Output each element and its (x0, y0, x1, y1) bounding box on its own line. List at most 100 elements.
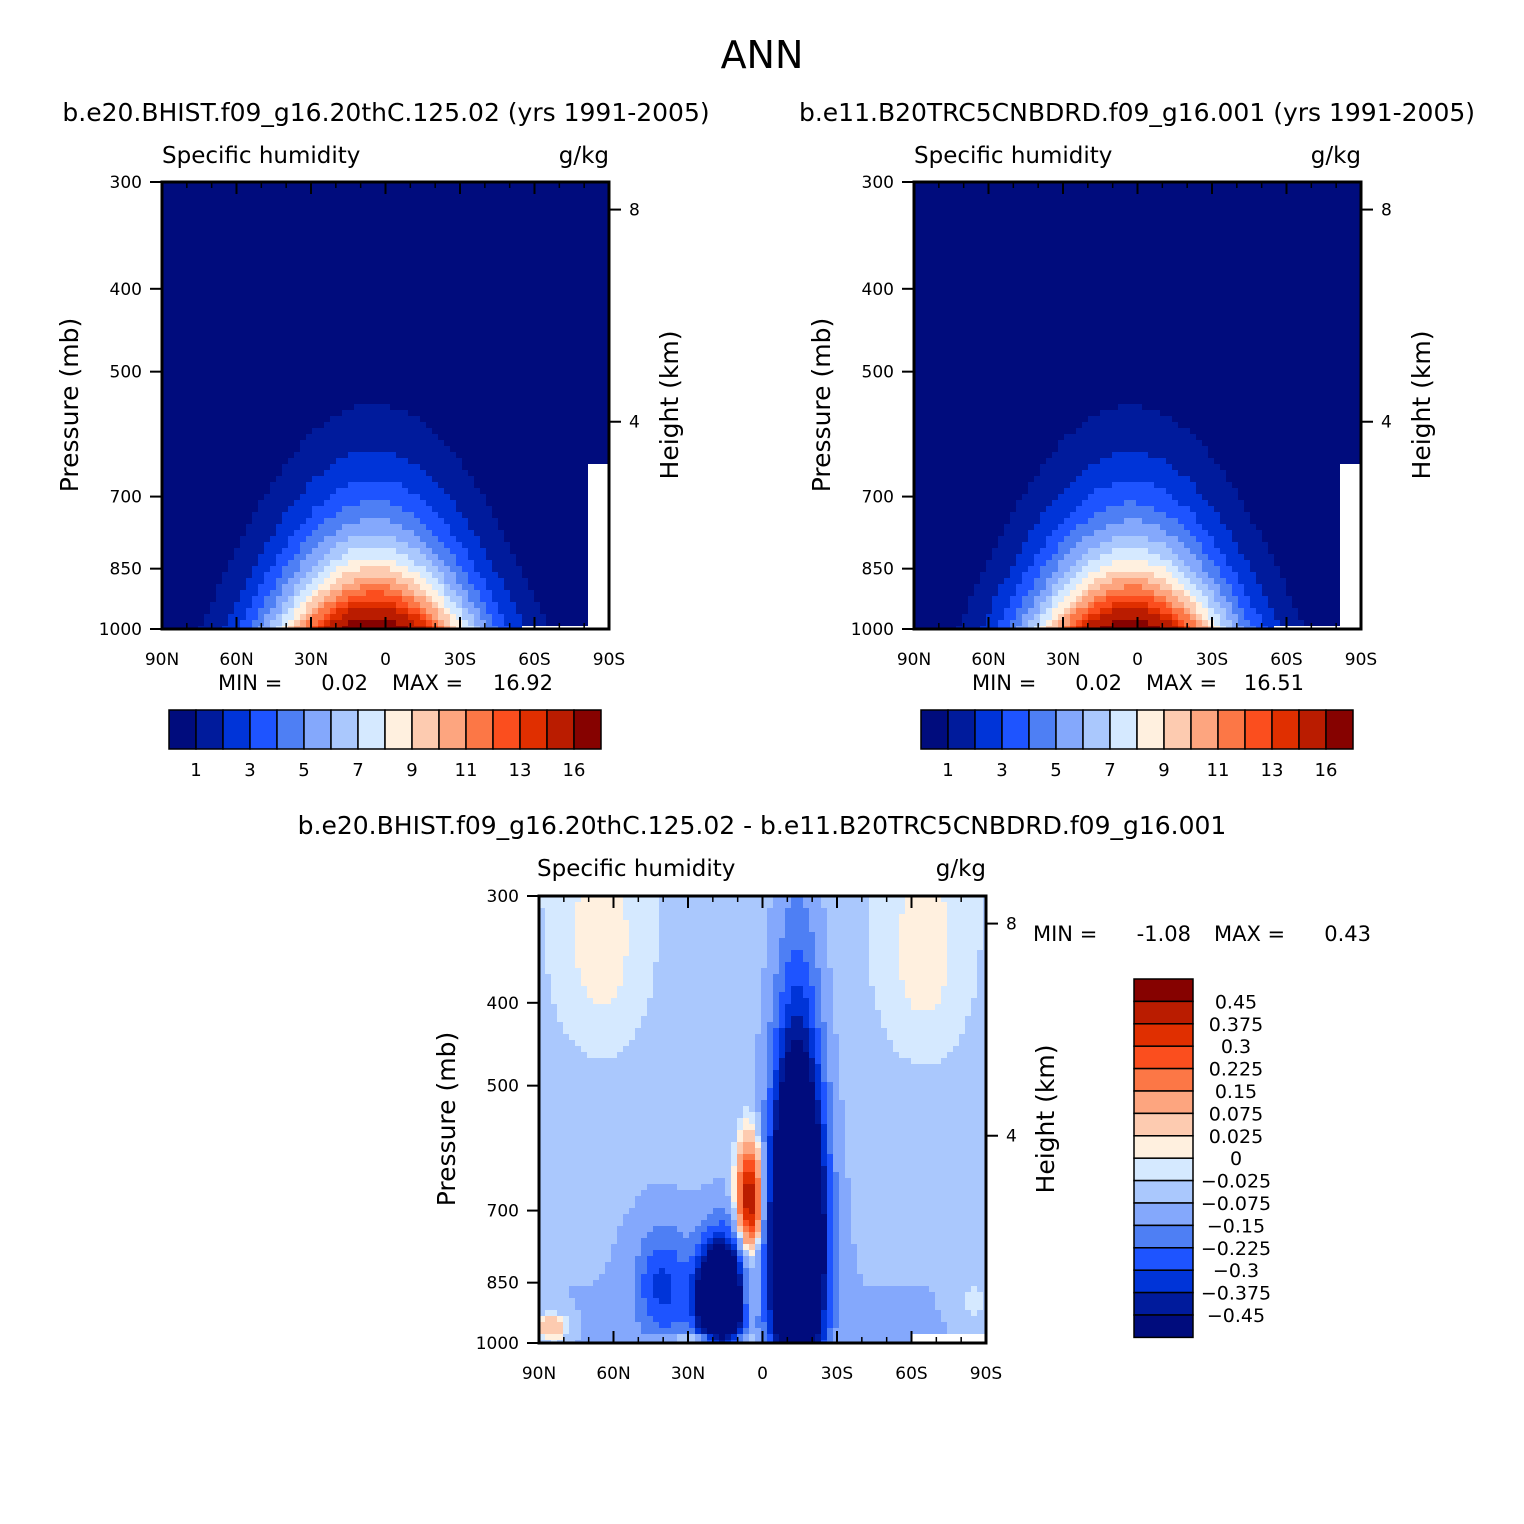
colorbar-tick-label: 3 (244, 760, 255, 781)
x-tick-label: 30N (671, 1364, 705, 1384)
panel-diff-units: g/kg (936, 856, 986, 882)
colorbar-swatch (465, 709, 494, 750)
x-tick-label: 90S (970, 1364, 1002, 1384)
colorbar-tick-label: −0.15 (1207, 1215, 1265, 1237)
colorbar-swatch (1133, 1202, 1194, 1227)
y-tick-label: 400 (487, 994, 519, 1014)
x-tick-label: 60N (219, 650, 253, 670)
colorbar-swatch (1190, 709, 1219, 750)
colorbar-tick-label: 7 (352, 760, 363, 781)
colorbar-tick-label: 16 (1315, 760, 1338, 781)
x-tick-label: 0 (757, 1364, 768, 1384)
panel-a-y2label: Height (km) (655, 331, 684, 480)
panel-a-units: g/kg (559, 143, 609, 169)
colorbar-swatch (276, 709, 305, 750)
colorbar-swatch (1133, 1291, 1194, 1316)
panel-a-min-value: 0.02 (321, 671, 368, 695)
y-tick-label: 300 (862, 173, 894, 193)
panel-b-axes: 90N 60N 30N 0 30S 60S 90S 300 400 500 700 850 1000 8 4 (851, 173, 1392, 670)
colorbar-swatch (1136, 709, 1165, 750)
x-tick-label: 0 (1132, 650, 1143, 670)
colorbar-swatch (222, 709, 251, 750)
panel-a-field (162, 182, 609, 629)
colorbar-swatch (168, 709, 197, 750)
colorbar-swatch (1055, 709, 1084, 750)
colorbar-swatch (1271, 709, 1300, 750)
x-tick-label: 90N (522, 1364, 556, 1384)
colorbar-swatch (438, 709, 467, 750)
colorbar-tick-label: 0.225 (1209, 1059, 1263, 1081)
y-tick-label: 500 (487, 1077, 519, 1097)
colorbar-tick-label: −0.075 (1201, 1193, 1271, 1215)
colorbar-tick-label: 5 (298, 760, 309, 781)
colorbar-tick-label: 9 (406, 760, 417, 781)
panel-model-a: b.e20.BHIST.f09_g16.20thC.125.02 (yrs 19… (55, 98, 710, 781)
colorbar-swatch (330, 709, 359, 750)
colorbar-tick-label: 1 (942, 760, 953, 781)
colorbar-tick-label: −0.025 (1201, 1171, 1271, 1193)
y-tick-label: 500 (110, 363, 142, 383)
panel-a-axes: 90N 60N 30N 0 30S 60S 90S 300 400 500 700 850 1000 8 4 (99, 173, 640, 670)
colorbar-swatch (1133, 978, 1194, 1003)
panel-b-colorbar: 1 3 5 7 9 11 13 16 (920, 709, 1354, 781)
colorbar-swatch (1325, 709, 1354, 750)
colorbar-swatch (1133, 1023, 1194, 1047)
panel-a-colorbar: 1 3 5 7 9 11 13 16 (168, 709, 602, 781)
colorbar-tick-label: −0.45 (1207, 1305, 1265, 1327)
colorbar-swatch (1133, 1112, 1194, 1137)
x-tick-label: 0 (380, 650, 391, 670)
y2-tick-label: 4 (629, 413, 640, 433)
y2-tick-label: 4 (1006, 1127, 1017, 1147)
colorbar-swatch (1133, 1067, 1194, 1092)
x-tick-label: 90N (897, 650, 931, 670)
colorbar-swatch (1133, 1135, 1194, 1159)
colorbar-tick-label: 11 (1207, 760, 1230, 781)
panel-diff-colorbar: 0.450.3750.30.2250.150.0750.0250−0.025−0… (1133, 978, 1271, 1339)
colorbar-tick-label: 0.375 (1209, 1014, 1263, 1036)
colorbar-swatch (303, 709, 332, 750)
x-tick-label: 60S (518, 650, 550, 670)
colorbar-swatch (1133, 1157, 1194, 1182)
colorbar-swatch (1163, 709, 1192, 750)
panel-diff-title: b.e20.BHIST.f09_g16.20thC.125.02 - b.e11… (298, 811, 1227, 840)
x-tick-label: 30S (821, 1364, 853, 1384)
colorbar-tick-label: 0.45 (1215, 991, 1257, 1013)
colorbar-swatch (1133, 1247, 1194, 1271)
y-tick-label: 700 (110, 488, 142, 508)
y2-tick-label: 8 (1381, 201, 1392, 221)
y2-tick-label: 8 (1006, 915, 1017, 935)
y-tick-label: 850 (110, 560, 142, 580)
colorbar-swatch (384, 709, 413, 750)
x-tick-label: 90N (145, 650, 179, 670)
x-tick-label: 60N (971, 650, 1005, 670)
colorbar-swatch (947, 709, 976, 750)
panel-b-variable-label: Specific humidity (914, 143, 1112, 169)
y-tick-label: 850 (862, 560, 894, 580)
panel-diff-variable-label: Specific humidity (537, 856, 735, 882)
colorbar-swatch (1133, 1224, 1194, 1249)
panel-b-max-label: MAX = (1146, 671, 1217, 695)
panel-b-field (914, 182, 1361, 629)
y-tick-label: 700 (487, 1202, 519, 1222)
y-tick-label: 1000 (99, 620, 142, 640)
panel-a-variable-label: Specific humidity (162, 143, 360, 169)
colorbar-tick-label: 16 (563, 760, 586, 781)
colorbar-tick-label: 0.15 (1215, 1081, 1257, 1103)
colorbar-swatch (1082, 709, 1111, 750)
colorbar-swatch (573, 709, 602, 750)
colorbar-swatch (920, 709, 949, 750)
colorbar-swatch (195, 709, 224, 750)
panel-b-min-value: 0.02 (1075, 671, 1122, 695)
colorbar-tick-label: 3 (996, 760, 1007, 781)
colorbar-tick-label: 11 (455, 760, 478, 781)
panel-diff-field (539, 896, 986, 1343)
panel-b-max-value: 16.51 (1244, 671, 1304, 695)
colorbar-tick-label: 1 (190, 760, 201, 781)
colorbar-swatch (1217, 709, 1246, 750)
panel-b-min-label: MIN = (972, 671, 1036, 695)
colorbar-tick-label: 0.075 (1209, 1103, 1263, 1125)
colorbar-swatch (1028, 709, 1057, 750)
x-tick-label: 30N (1046, 650, 1080, 670)
y-tick-label: 400 (862, 280, 894, 300)
colorbar-swatch (1133, 1269, 1194, 1294)
